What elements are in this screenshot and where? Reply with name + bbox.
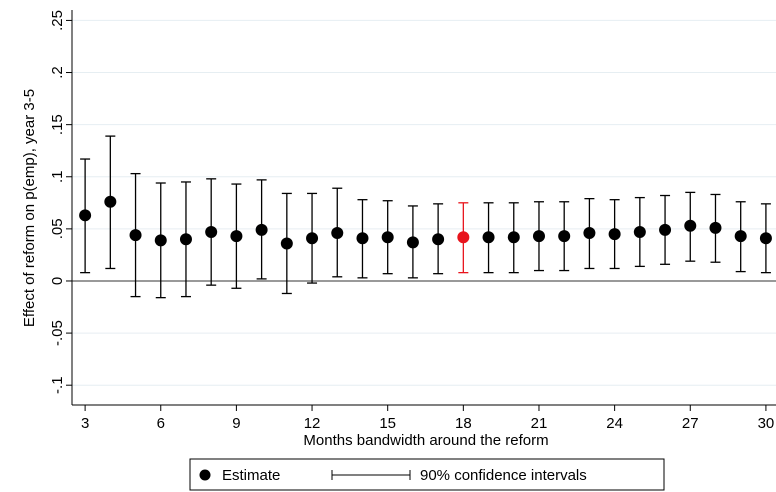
x-axis-label: Months bandwidth around the reform — [303, 432, 548, 449]
estimate-point — [432, 233, 445, 246]
y-tick-label: -.1 — [49, 376, 66, 394]
y-tick-label: .05 — [49, 218, 66, 239]
estimate-point — [381, 231, 394, 244]
estimate-point — [230, 230, 243, 243]
estimate-point — [583, 227, 596, 240]
estimate-point — [507, 231, 520, 244]
estimate-point — [179, 233, 192, 246]
y-tick-label: .25 — [49, 10, 66, 31]
legend-marker — [199, 469, 211, 481]
estimate-point — [659, 223, 672, 236]
estimate-point — [482, 231, 495, 244]
estimate-point — [129, 229, 142, 242]
estimate-point — [205, 225, 218, 238]
estimate-point — [759, 232, 772, 245]
x-tick-label: 3 — [81, 415, 89, 432]
y-tick-label: 0 — [49, 277, 66, 285]
estimate-point — [532, 230, 545, 243]
x-tick-label: 21 — [531, 415, 548, 432]
estimate-point — [684, 219, 697, 232]
estimate-point — [709, 221, 722, 234]
estimate-point — [356, 232, 369, 245]
legend-box — [189, 458, 665, 491]
estimate-point — [558, 230, 571, 243]
estimate-point — [79, 209, 92, 222]
y-tick-label: .15 — [49, 114, 66, 135]
estimate-point — [734, 230, 747, 243]
estimate-point — [457, 231, 470, 244]
x-tick-label: 6 — [157, 415, 165, 432]
estimate-point — [154, 234, 167, 247]
x-tick-label: 12 — [304, 415, 321, 432]
x-tick-label: 15 — [379, 415, 396, 432]
legend-label: Estimate — [222, 467, 280, 484]
estimate-point — [608, 228, 621, 241]
x-tick-label: 18 — [455, 415, 472, 432]
estimate-point — [633, 225, 646, 238]
x-tick-label: 27 — [682, 415, 699, 432]
y-tick-label: -.05 — [49, 320, 66, 346]
x-tick-label: 30 — [758, 415, 775, 432]
legend-label: 90% confidence intervals — [420, 467, 587, 484]
estimate-point — [331, 227, 344, 240]
estimate-point — [406, 236, 419, 249]
x-tick-label: 9 — [232, 415, 240, 432]
estimate-point — [255, 223, 268, 236]
y-axis-label: Effect of reform on p(emp), year 3-5 — [21, 89, 38, 327]
estimate-point — [280, 237, 293, 250]
y-tick-label: .2 — [49, 66, 66, 79]
estimate-point — [104, 195, 117, 208]
y-tick-label: .1 — [49, 170, 66, 183]
x-tick-label: 24 — [606, 415, 623, 432]
estimate-point — [306, 232, 319, 245]
